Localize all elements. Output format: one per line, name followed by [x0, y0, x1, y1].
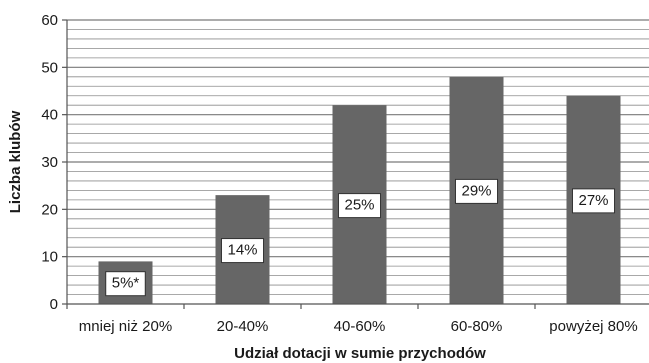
x-tick-label: powyżej 80% — [549, 318, 637, 335]
x-tick-labels: mniej niż 20% 20-40% 40-60% 60-80% powyżej 8… — [79, 318, 638, 335]
y-tick-label: 50 — [41, 59, 58, 76]
data-label-box — [454, 178, 499, 204]
data-label-text: 29% — [461, 182, 491, 199]
y-tick-label: 60 — [41, 12, 58, 29]
y-tick-label: 30 — [41, 154, 58, 171]
data-label-text: 27% — [578, 192, 608, 209]
data-label-box — [105, 271, 146, 297]
x-tick-label: mniej niż 20% — [79, 318, 172, 335]
data-label: 29% — [454, 178, 499, 204]
data-label: 27% — [571, 188, 616, 214]
y-tick-label: 10 — [41, 249, 58, 266]
data-label-text: 5%* — [112, 275, 140, 292]
x-tick-label: 20-40% — [217, 318, 269, 335]
data-label: 25% — [337, 193, 382, 219]
y-tick-label: 40 — [41, 107, 58, 124]
data-label-box — [571, 188, 616, 214]
y-axis-title: Liczba klubów — [7, 110, 24, 213]
x-tick-label: 40-60% — [334, 318, 386, 335]
data-label-box — [337, 193, 382, 219]
data-label-text: 25% — [344, 197, 374, 214]
data-label: 14% — [220, 238, 265, 264]
y-tick-label: 0 — [50, 296, 58, 313]
data-label: 5%* — [105, 271, 146, 297]
x-axis-title: Udział dotacji w sumie przychodów — [234, 345, 486, 362]
data-labels: 5%* 14% 25% 29% 27% — [105, 178, 616, 297]
y-tick-labels: 0 10 20 30 40 50 60 — [41, 12, 58, 313]
y-tick-label: 20 — [41, 201, 58, 218]
axes — [62, 19, 649, 309]
data-label-box — [220, 238, 265, 264]
x-tick-label: 60-80% — [451, 318, 503, 335]
data-label-text: 14% — [227, 242, 257, 259]
